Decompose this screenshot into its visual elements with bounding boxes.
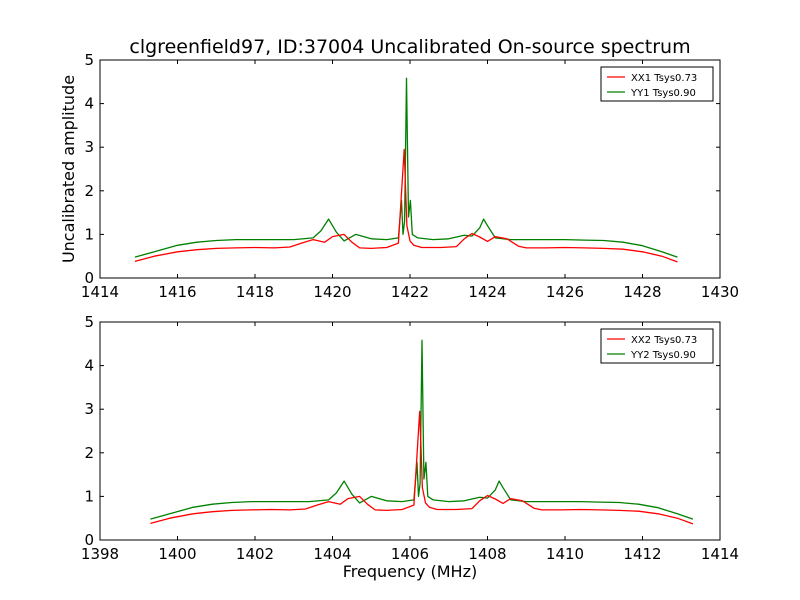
x-tick-label: 1426 [546,283,584,301]
y-tick-label: 0 [84,269,94,287]
figure-title: clgreenfield97, ID:37004 Uncalibrated On… [129,36,690,58]
x-tick-label: 1400 [158,545,196,563]
plot-frame [99,321,721,541]
top-spectrum-panel: 1414 1416 1418 1420 1422 1424 1426 1428 1430 0 1 2 3… [81,51,739,301]
x-tick-label: 1420 [313,283,351,301]
x-tick-label: 1414 [81,283,119,301]
x-axis-label: Frequency (MHz) [343,562,477,581]
y-tick-label: 4 [84,357,94,375]
x-tick-label: 1398 [81,545,119,563]
x-tick-label: 1406 [391,545,429,563]
x-tick-label: 1422 [391,283,429,301]
y-axis-label: Uncalibrated amplitude [59,75,78,263]
x-tick-label: 1416 [158,283,196,301]
x-tick-label: 1412 [623,545,661,563]
series-line-xx1 [134,148,678,263]
x-tick-label: 1414 [701,545,739,563]
y-tick-label: 5 [84,313,94,331]
legend-box [600,66,714,102]
x-tick-label: 1428 [623,283,661,301]
legend-entry: YY1 Tsys0.90 [630,88,696,99]
y-tick-label: 4 [84,95,94,113]
plot-frame [99,59,721,279]
y-tick-label: 3 [84,400,94,418]
legend: XX1 Tsys0.73 YY1 Tsys0.90 [600,66,714,102]
y-tick-label: 3 [84,138,94,156]
legend-entry: XX1 Tsys0.73 [631,73,697,84]
legend-entry: XX2 Tsys0.73 [631,335,697,346]
y-tick-label: 1 [84,487,94,505]
series-line-yy2 [150,339,694,520]
legend: XX2 Tsys0.73 YY2 Tsys0.90 [600,328,714,364]
bottom-spectrum-panel: 1398 1400 1402 1404 1406 1408 1410 1412 1414 0 1 2 3… [81,313,739,563]
series-line-yy1 [134,77,678,258]
x-tick-label: 1404 [313,545,351,563]
legend-box [600,328,714,364]
y-tick-label: 1 [84,225,94,243]
x-tick-label: 1410 [546,545,584,563]
y-tick-label: 0 [84,531,94,549]
legend-entry: YY2 Tsys0.90 [630,350,696,361]
x-tick-label: 1424 [468,283,506,301]
x-tick-label: 1402 [236,545,274,563]
y-tick-label: 2 [84,444,94,462]
y-tick-label: 2 [84,182,94,200]
x-tick-label: 1430 [701,283,739,301]
x-tick-label: 1408 [468,545,506,563]
x-tick-label: 1418 [236,283,274,301]
series-line-xx2 [150,410,694,525]
y-tick-label: 5 [84,51,94,69]
